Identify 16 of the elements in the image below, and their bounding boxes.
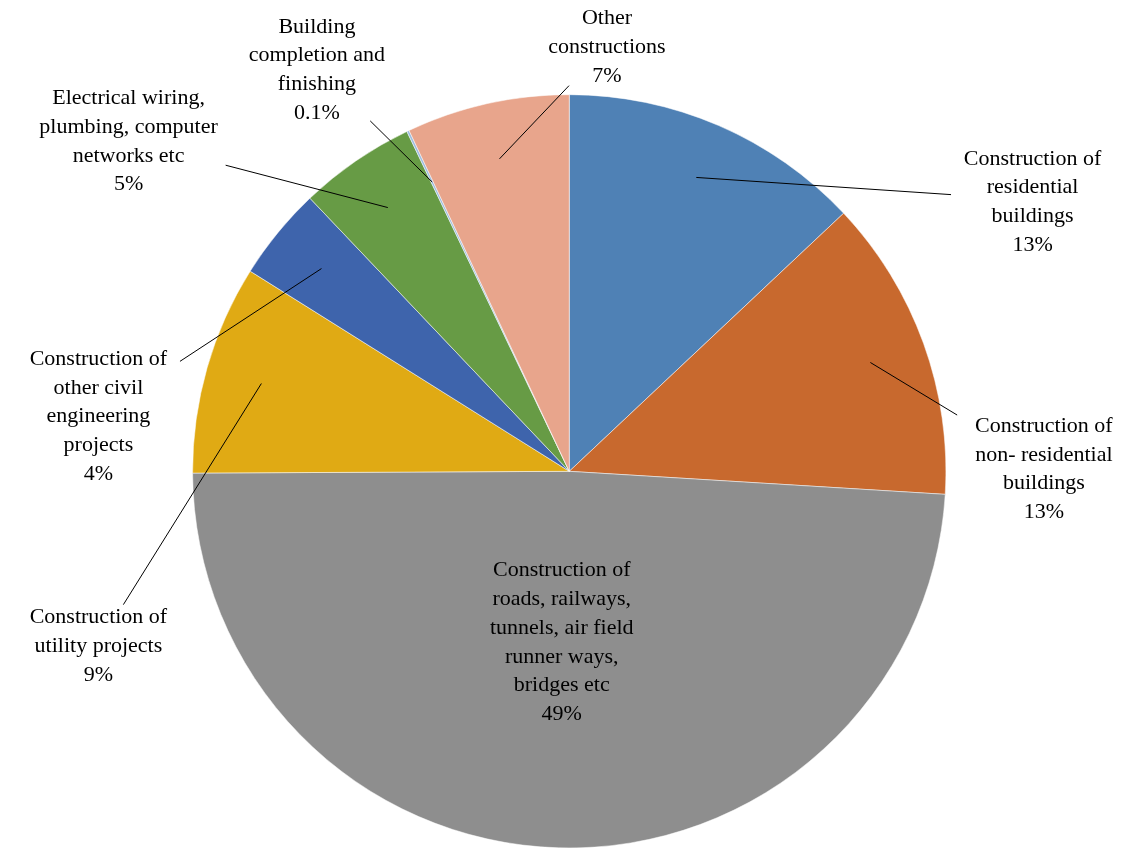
slice-label: Construction of non- residential buildings — [975, 411, 1114, 495]
data-label: 4% — [83, 459, 114, 485]
slice-label: Construction of utility projects — [29, 603, 168, 658]
data-label: 13% — [1023, 498, 1065, 524]
slice-label: Electrical wiring, plumbing, computer networks etc — [39, 84, 219, 167]
slice-label: Other constructions — [548, 4, 666, 59]
data-label: 0.1% — [293, 98, 340, 124]
data-label: 49% — [541, 700, 582, 726]
data-label: 9% — [83, 660, 114, 686]
slice-label: Construction of roads, railways, tunnels, air field runner ways, bridges etc — [489, 556, 634, 697]
slice-label: Construction of residential buildings — [963, 144, 1102, 227]
slice-label: Construction of other civil engineering projects — [29, 344, 168, 457]
data-label: 7% — [592, 61, 622, 87]
slice-label: Building completion and finishing — [248, 12, 386, 96]
data-label: 13% — [1012, 230, 1053, 256]
data-label: 5% — [113, 170, 144, 196]
